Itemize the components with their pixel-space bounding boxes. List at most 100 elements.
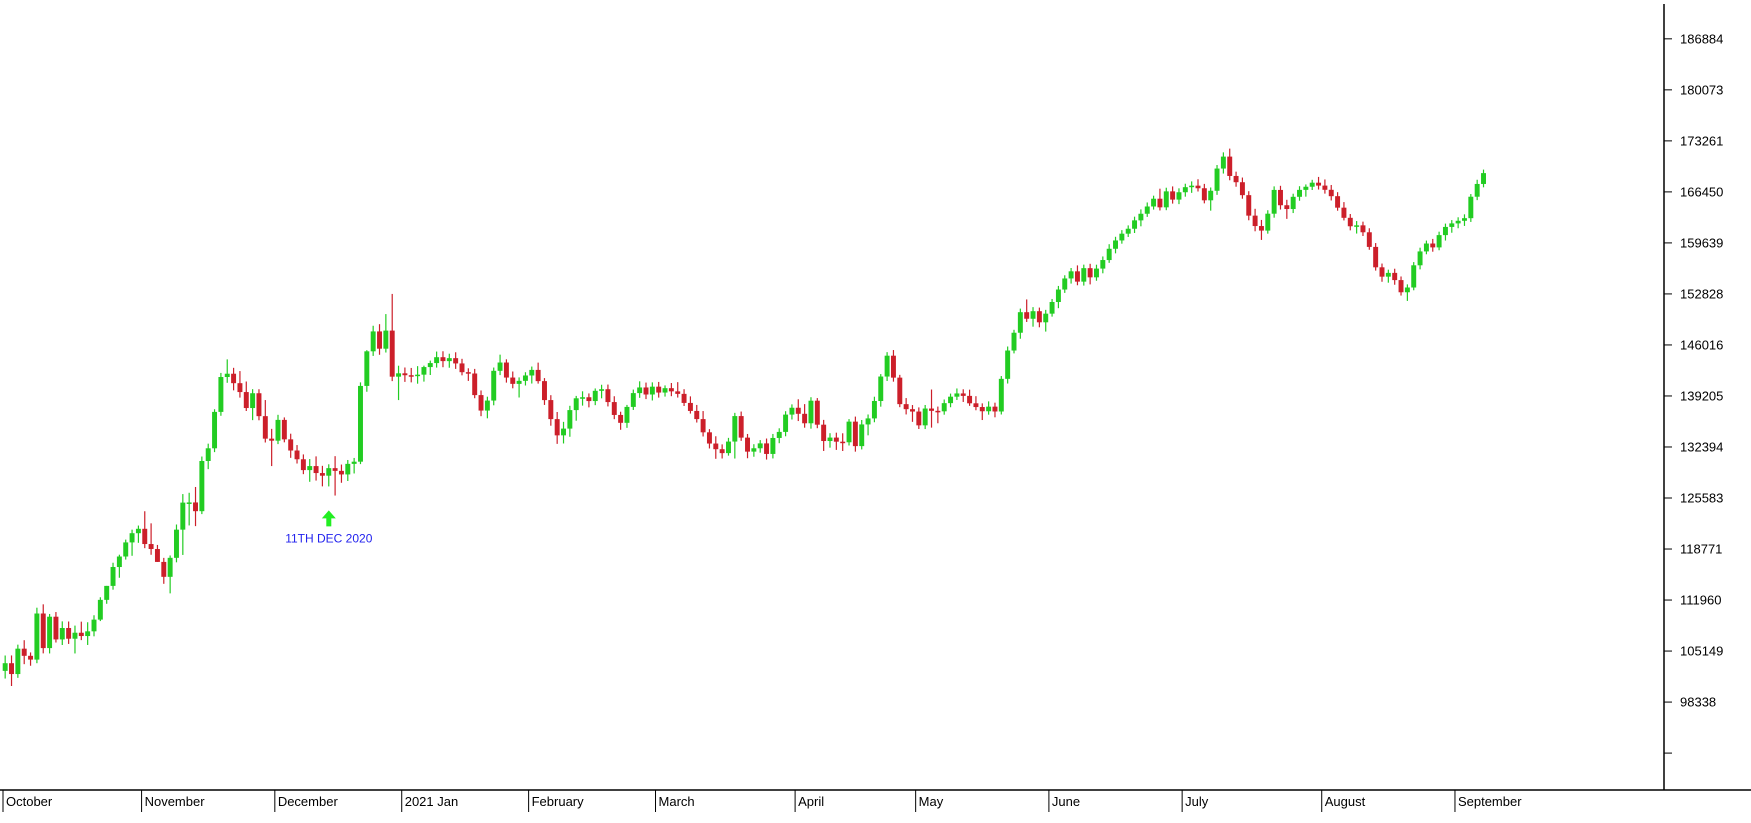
candle-body [465,372,471,374]
candle-body [776,431,782,438]
candle-body [916,411,922,426]
candle-body [624,406,630,423]
x-month-label: June [1052,794,1080,809]
candle [916,407,922,429]
candle [218,372,224,416]
candle [1239,177,1245,199]
candle-body [1189,185,1195,188]
candle-body [345,463,351,475]
candle-body [1341,207,1347,218]
candle [649,382,655,401]
y-axis: 186884 180073 173261 166450 159639 152828 1460… [1663,4,1723,790]
candle-body [231,373,237,384]
candle-body [1157,198,1163,208]
candle [852,416,858,452]
candle [250,389,256,421]
candle-body [478,395,484,411]
candle [751,444,757,457]
candle-body [1201,188,1207,201]
candle [637,381,643,398]
candle-body [1417,251,1423,266]
candle [313,456,319,481]
candle-body [1030,311,1036,319]
candle [53,612,59,643]
candle [1316,176,1322,190]
candle [884,352,890,381]
candle-body [110,567,116,586]
candle-body [47,616,53,649]
candle-body [104,585,110,600]
candle [903,398,909,415]
candle [764,438,770,460]
candle-body [491,370,497,401]
candle [142,511,148,549]
candle [440,351,446,368]
candle [948,393,954,408]
candle [1024,299,1030,322]
candle-body [21,648,27,656]
candle [186,492,192,526]
candle [1436,231,1442,251]
candle-body [66,628,72,639]
candle [465,368,471,381]
candle-body [1290,196,1296,210]
candle [738,411,744,441]
candle-body [123,542,129,557]
candle [935,406,941,424]
candle-body [218,377,224,412]
candle-body [1132,220,1138,229]
candle-body [827,437,833,442]
candle-body [1328,189,1334,197]
candle [1309,179,1315,191]
candle [1398,276,1404,296]
candle [1373,243,1379,271]
candle-body [193,502,198,512]
candle-body [668,388,674,392]
candle [1074,265,1080,286]
candle-body [396,373,402,377]
candle-body [1468,196,1474,219]
candle [656,381,662,398]
candle [154,544,160,562]
x-month-label: December [278,794,339,809]
candle-body [516,380,522,384]
candle [281,417,287,443]
candle-body [161,561,167,577]
candle-body [1227,156,1233,176]
candle-body [1379,267,1385,277]
candle [535,362,541,384]
candle-body [275,419,281,441]
candle-body [522,375,528,381]
candle-body [1360,225,1366,233]
candle-body [180,502,186,530]
candle [326,464,332,487]
candle [1119,230,1125,244]
annotation-label: 11TH DEC 2020 [285,531,372,545]
candle [846,419,852,446]
candle-body [503,362,509,378]
candle-series [2,148,1486,686]
candle [890,350,896,382]
x-month-label: 2021 Jan [405,794,459,809]
candle [618,411,624,430]
candle-body [700,419,706,433]
candle [148,523,154,555]
candle [21,640,27,665]
y-tick-label: 186884 [1680,31,1723,46]
candle-body [814,400,820,425]
candle-body [135,528,141,534]
candle-body [1455,220,1461,224]
candle-body [59,628,65,640]
candle-body [15,648,21,675]
candle-body [1074,271,1080,282]
candle [1366,228,1372,250]
candle-body [167,557,173,577]
candle [1125,225,1131,237]
candle-body [1017,312,1023,333]
candle [383,314,389,353]
candle [1341,202,1347,221]
candle [28,652,34,666]
candle-body [542,381,547,401]
candle-body [377,331,382,349]
candle-body [383,330,389,349]
